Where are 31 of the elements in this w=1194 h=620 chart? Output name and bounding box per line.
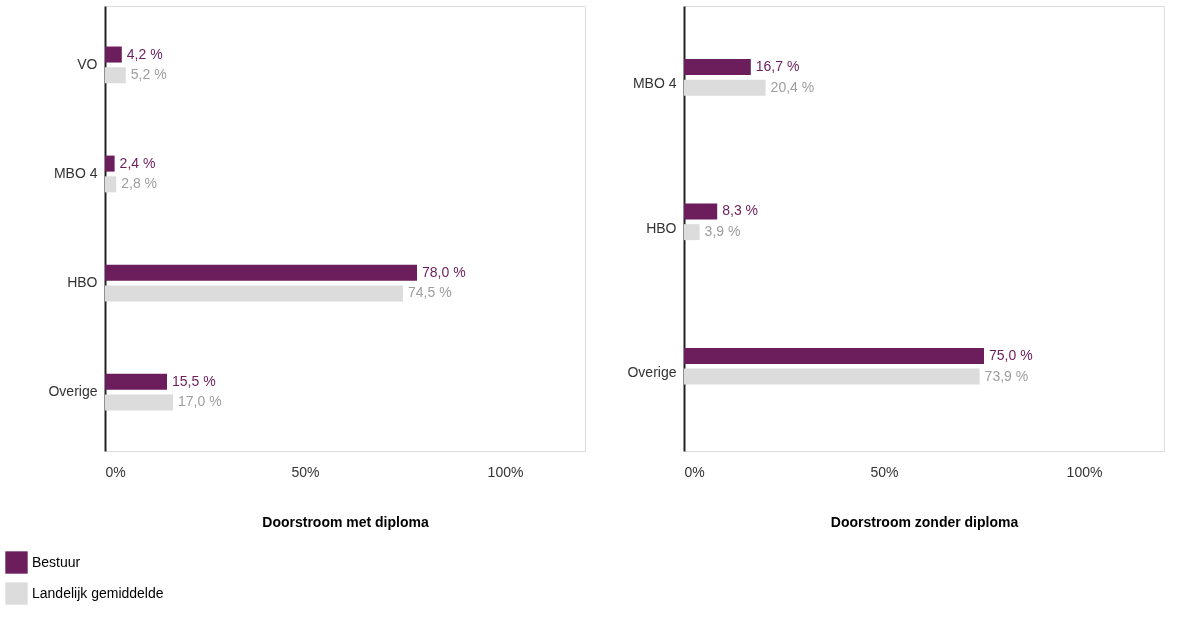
data-label: 73,9 %	[984, 367, 1029, 384]
data-label: 15,5 %	[172, 372, 216, 389]
data-label: 17,0 %	[178, 393, 222, 410]
legend-label: Landelijk gemiddelde	[32, 584, 164, 601]
x-axis-title: Doorstroom zonder diploma	[830, 513, 1019, 530]
y-tick-label: HBO	[67, 274, 98, 291]
x-tick-label: 50%	[291, 463, 320, 480]
y-tick-label: MBO 4	[53, 164, 98, 181]
x-tick-label: 0%	[105, 463, 126, 480]
y-tick-label: Overige	[48, 383, 98, 400]
data-label: 2,4 %	[119, 154, 156, 171]
data-label: 20,4 %	[770, 78, 815, 95]
x-tick-label: 0%	[684, 463, 705, 480]
data-label: 8,3 %	[722, 202, 759, 219]
y-tick-label: VO	[77, 55, 98, 72]
data-label: 74,5 %	[408, 284, 452, 301]
data-label: 4,2 %	[126, 45, 163, 62]
y-tick-label: HBO	[646, 219, 677, 236]
data-label: 2,8 %	[121, 175, 158, 192]
legend-label: Bestuur	[32, 553, 81, 570]
data-label: 75,0 %	[989, 346, 1033, 363]
x-axis-title: Doorstroom met diploma	[262, 513, 429, 530]
data-label: 5,2 %	[130, 66, 167, 83]
x-tick-label: 100%	[1066, 463, 1103, 480]
x-tick-label: 100%	[487, 463, 524, 480]
x-tick-label: 50%	[870, 463, 899, 480]
data-label: 78,0 %	[422, 263, 466, 280]
y-tick-label: Overige	[627, 363, 677, 380]
y-tick-label: MBO 4	[632, 75, 677, 92]
data-label: 3,9 %	[704, 223, 741, 240]
data-label: 16,7 %	[755, 57, 800, 74]
